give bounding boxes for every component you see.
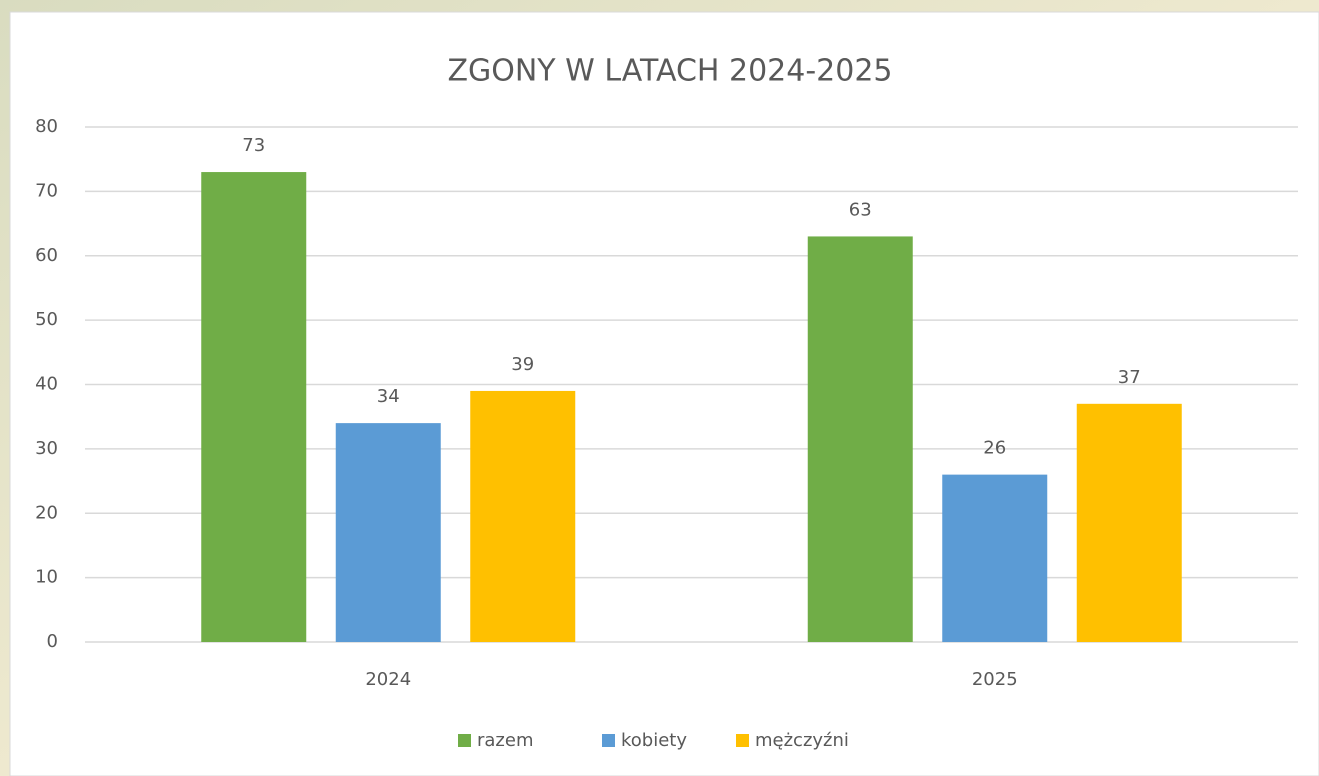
y-tick-label: 40 [35,374,58,395]
y-tick-label: 60 [35,245,58,266]
data-label: 73 [242,135,265,156]
x-tick-label: 2025 [972,669,1018,690]
legend-label: kobiety [621,730,687,751]
legend-label: mężczyźni [755,730,849,751]
bar [942,474,1048,642]
bar [335,423,441,642]
y-tick-label: 30 [35,438,58,459]
legend-label: razem [477,730,534,751]
bar [807,236,913,642]
data-label: 37 [1118,367,1141,388]
bar [1076,403,1182,642]
legend-swatch [458,734,471,747]
bar [470,390,576,642]
legend-swatch [736,734,749,747]
data-label: 26 [983,438,1006,459]
data-label: 34 [377,386,400,407]
y-tick-label: 70 [35,180,58,201]
data-label: 63 [849,199,872,220]
y-tick-label: 20 [35,502,58,523]
bar [201,172,307,642]
data-label: 39 [511,354,534,375]
y-tick-label: 80 [35,116,58,137]
y-tick-label: 10 [35,567,58,588]
x-tick-label: 2024 [365,669,411,690]
legend-swatch [602,734,615,747]
chart-title: ZGONY W LATACH 2024-2025 [447,54,892,89]
y-tick-label: 50 [35,309,58,330]
y-tick-label: 0 [47,631,58,652]
